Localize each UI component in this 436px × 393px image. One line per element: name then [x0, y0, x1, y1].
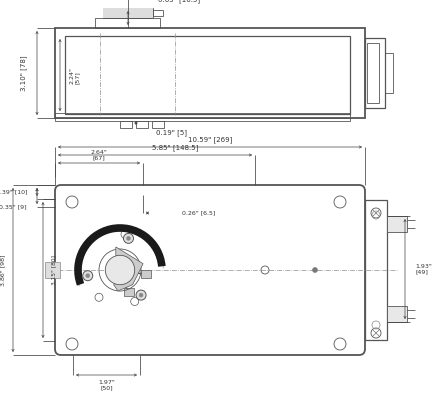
Circle shape [123, 233, 133, 243]
Text: 1.97"
[50]: 1.97" [50] [98, 380, 115, 390]
Circle shape [313, 268, 317, 272]
Circle shape [139, 293, 143, 297]
Circle shape [83, 271, 93, 281]
Text: 2.24"
[57]: 2.24" [57] [69, 66, 80, 83]
Bar [45, 262, 60, 278]
Text: 3.10" [78]: 3.10" [78] [20, 55, 27, 91]
Text: 5.85" [148.5]: 5.85" [148.5] [152, 145, 198, 151]
Bar [55, 28, 365, 118]
Bar [387, 306, 407, 322]
Bar [136, 121, 148, 128]
Text: 3.15" [80]: 3.15" [80] [51, 255, 56, 285]
Text: 10.59" [269]: 10.59" [269] [188, 137, 232, 143]
Bar [387, 216, 407, 232]
Bar [103, 8, 153, 18]
Bar [120, 121, 132, 128]
Bar [141, 270, 151, 278]
Text: 2.64"
[67]: 2.64" [67] [91, 150, 107, 160]
Text: 0.19" [5]: 0.19" [5] [156, 130, 187, 136]
Bar [124, 288, 134, 296]
Circle shape [136, 290, 146, 300]
Bar [365, 200, 387, 340]
Bar [367, 43, 379, 103]
Bar [152, 121, 164, 128]
Text: 0.39" [10]: 0.39" [10] [0, 189, 27, 195]
Circle shape [126, 236, 130, 241]
Text: 0.26" [6.5]: 0.26" [6.5] [182, 211, 215, 215]
Bar [103, 8, 153, 18]
Text: 1.93"
[49]: 1.93" [49] [415, 264, 432, 274]
Polygon shape [114, 247, 143, 291]
Text: 3.86" [98]: 3.86" [98] [0, 254, 5, 286]
Bar [55, 113, 350, 121]
Bar [153, 10, 163, 16]
Circle shape [106, 255, 135, 285]
Circle shape [86, 274, 90, 278]
Text: 0.65" [16.5]: 0.65" [16.5] [158, 0, 200, 4]
Bar [385, 53, 393, 93]
Bar [65, 36, 350, 114]
Text: 0.35" [9]: 0.35" [9] [0, 204, 27, 209]
Bar [365, 38, 385, 108]
Bar [95, 18, 160, 28]
